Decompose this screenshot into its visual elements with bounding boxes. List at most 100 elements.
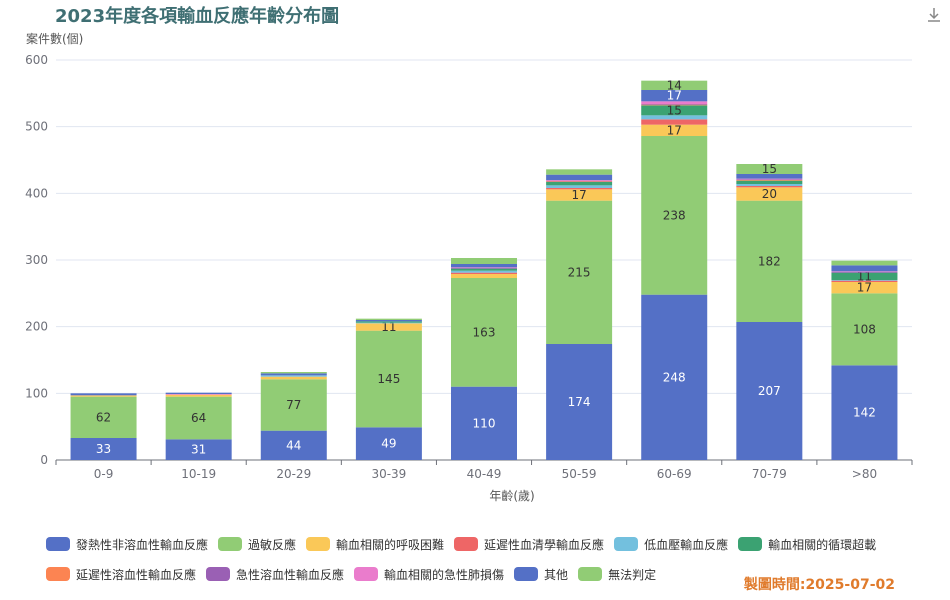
bar-segment bbox=[641, 136, 708, 295]
data-label: 31 bbox=[191, 443, 206, 457]
legend-label: 輸血相關的呼吸困難 bbox=[336, 537, 445, 552]
legend-label: 低血壓輸血反應 bbox=[644, 537, 729, 552]
x-tick-label: >80 bbox=[852, 467, 877, 481]
legend-label: 其他 bbox=[544, 567, 569, 582]
legend-label: 輸血相關的急性肺損傷 bbox=[384, 567, 505, 582]
x-tick-label: 60-69 bbox=[657, 467, 692, 481]
data-label: 15 bbox=[667, 103, 682, 117]
bar-segment bbox=[736, 187, 803, 201]
legend-item[interactable]: 輸血相關的循環超載 bbox=[738, 536, 876, 553]
bar-segment bbox=[546, 189, 613, 201]
bar-segment bbox=[260, 375, 327, 377]
bar-segment bbox=[451, 278, 517, 387]
bar-segment bbox=[546, 180, 613, 182]
data-label: 64 bbox=[191, 411, 206, 425]
legend-item[interactable]: 其他 bbox=[514, 566, 568, 583]
x-tick-label: 0-9 bbox=[94, 467, 114, 481]
bar-segment bbox=[546, 182, 613, 186]
bar-segment bbox=[641, 124, 708, 136]
legend-item[interactable]: 發熱性非溶血性輸血反應 bbox=[46, 536, 208, 553]
legend-item[interactable]: 急性溶血性輸血反應 bbox=[206, 566, 344, 583]
y-tick-label: 300 bbox=[25, 253, 48, 267]
data-label: 14 bbox=[667, 78, 682, 92]
bar-segment bbox=[451, 386, 517, 460]
x-tick-label: 50-59 bbox=[562, 467, 597, 481]
bar-segment bbox=[831, 271, 898, 272]
bar-segment bbox=[546, 344, 613, 460]
data-label: 174 bbox=[568, 395, 591, 409]
legend-swatch bbox=[218, 537, 243, 551]
bar-segment bbox=[70, 393, 137, 396]
data-label: 17 bbox=[857, 281, 872, 295]
bar-segment bbox=[451, 274, 517, 278]
legend-label: 急性溶血性輸血反應 bbox=[236, 567, 345, 582]
x-tick-label: 10-19 bbox=[181, 467, 216, 481]
bar-segment bbox=[451, 270, 517, 273]
bar-segment bbox=[831, 272, 898, 273]
legend-swatch bbox=[46, 537, 70, 551]
x-axis-label: 年齡(歲) bbox=[489, 489, 534, 503]
data-label: 145 bbox=[377, 372, 400, 386]
bar-segment bbox=[641, 101, 708, 104]
y-tick-label: 500 bbox=[25, 120, 48, 134]
data-label: 207 bbox=[758, 384, 781, 398]
data-label: 248 bbox=[663, 370, 686, 384]
data-label: 77 bbox=[286, 398, 301, 412]
bar-segment bbox=[641, 104, 708, 105]
x-tick-label: 30-39 bbox=[371, 467, 406, 481]
legend-item[interactable]: 延遲性溶血性輸血反應 bbox=[46, 566, 196, 583]
legend-label: 延遲性溶血性輸血反應 bbox=[76, 567, 197, 582]
bar-segment bbox=[831, 280, 898, 282]
bar-segment bbox=[451, 272, 517, 274]
legend-item[interactable]: 低血壓輸血反應 bbox=[614, 536, 728, 553]
data-label: 11 bbox=[381, 320, 396, 334]
data-label: 238 bbox=[663, 208, 686, 222]
bar-segment bbox=[546, 188, 613, 190]
bar-segment bbox=[451, 268, 517, 271]
y-tick-label: 200 bbox=[25, 320, 48, 334]
bar-segment bbox=[355, 321, 422, 323]
stacked-bar-chart: 0 100 200 300 400 500 600 0-9 10-19 20-29 30-39 40-… bbox=[25, 53, 913, 503]
x-tick-label: 40-49 bbox=[467, 467, 502, 481]
bar-segment bbox=[451, 268, 517, 269]
bar-segment bbox=[355, 320, 422, 322]
data-label: 17 bbox=[667, 123, 682, 137]
download-icon[interactable] bbox=[925, 6, 943, 24]
legend-swatch bbox=[454, 537, 479, 551]
data-label: 17 bbox=[571, 188, 586, 202]
data-label: 33 bbox=[96, 442, 111, 456]
data-label: 215 bbox=[568, 265, 591, 279]
data-label: 20 bbox=[762, 187, 777, 201]
legend-swatch bbox=[578, 567, 603, 581]
legend-item[interactable]: 輸血相關的急性肺損傷 bbox=[354, 566, 504, 583]
legend-item[interactable]: 延遲性血清學輸血反應 bbox=[454, 536, 604, 553]
bar-segment bbox=[641, 105, 708, 116]
bar-segment bbox=[736, 186, 803, 188]
data-label: 62 bbox=[96, 410, 111, 424]
bar-segment bbox=[641, 90, 708, 102]
bar-segment bbox=[641, 104, 708, 106]
bar-segment bbox=[355, 322, 422, 324]
y-tick-label: 100 bbox=[25, 386, 48, 400]
bar-segment bbox=[546, 181, 613, 182]
legend-item[interactable]: 過敏反應 bbox=[218, 536, 296, 553]
data-label: 163 bbox=[473, 325, 496, 339]
bar-segment bbox=[831, 282, 898, 294]
legend-item[interactable]: 輸血相關的呼吸困難 bbox=[306, 536, 444, 553]
legend-swatch bbox=[614, 537, 639, 551]
bar-segment bbox=[451, 258, 517, 264]
bar-segment bbox=[355, 427, 422, 460]
data-label: 108 bbox=[853, 322, 876, 336]
bar-segment bbox=[70, 395, 137, 397]
x-tick-label: 20-29 bbox=[276, 467, 311, 481]
data-label: 15 bbox=[762, 162, 777, 176]
bar-segment bbox=[736, 184, 803, 186]
legend-item[interactable]: 無法判定 bbox=[578, 566, 656, 583]
bar-segment bbox=[831, 272, 898, 280]
bar-segment bbox=[546, 169, 613, 175]
bar-segment bbox=[831, 265, 898, 272]
y-axis-label: 案件數(個) bbox=[26, 32, 84, 46]
bar-segment bbox=[355, 330, 422, 428]
bar-segment bbox=[165, 394, 232, 395]
chart-title: 2023年度各項輸血反應年齡分布圖 bbox=[55, 6, 340, 27]
